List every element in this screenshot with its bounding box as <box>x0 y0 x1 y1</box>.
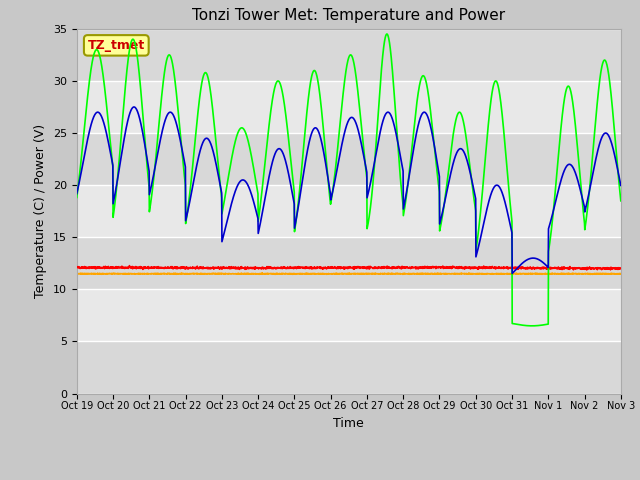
Panel T <box>528 323 536 329</box>
Solar V <box>73 271 81 277</box>
Panel T <box>225 174 232 180</box>
Text: TZ_tmet: TZ_tmet <box>88 39 145 52</box>
Battery V <box>507 264 515 270</box>
Solar V <box>507 271 515 277</box>
Battery V <box>73 264 81 270</box>
Panel T <box>73 194 81 200</box>
Solar V <box>586 272 594 277</box>
Bar <box>77 185 621 237</box>
Air T <box>130 104 138 110</box>
Panel T <box>365 219 372 225</box>
Line: Solar V: Solar V <box>77 273 621 275</box>
Air T <box>507 225 515 231</box>
Y-axis label: Temperature (C) / Power (V): Temperature (C) / Power (V) <box>35 124 47 298</box>
Battery V <box>125 263 133 268</box>
Battery V <box>376 265 384 271</box>
Battery V <box>584 265 592 271</box>
Battery V <box>583 267 591 273</box>
Bar <box>77 289 621 341</box>
Air T <box>508 271 516 276</box>
Battery V <box>365 264 372 270</box>
Air T <box>365 189 372 194</box>
Line: Air T: Air T <box>77 107 621 274</box>
Panel T <box>570 103 577 108</box>
Battery V <box>225 264 232 270</box>
Solar V <box>617 271 625 276</box>
Air T <box>225 212 232 217</box>
X-axis label: Time: Time <box>333 417 364 430</box>
Solar V <box>225 271 232 276</box>
Panel T <box>617 198 625 204</box>
Solar V <box>376 270 384 276</box>
Battery V <box>617 265 625 271</box>
Solar V <box>569 271 577 276</box>
Title: Tonzi Tower Met: Temperature and Power: Tonzi Tower Met: Temperature and Power <box>192 9 506 24</box>
Solar V <box>584 271 592 276</box>
Air T <box>73 191 81 196</box>
Bar <box>77 133 621 185</box>
Battery V <box>569 265 577 271</box>
Bar <box>77 29 621 81</box>
Bar <box>77 341 621 394</box>
Air T <box>570 165 577 171</box>
Air T <box>617 182 625 188</box>
Line: Battery V: Battery V <box>77 265 621 270</box>
Panel T <box>383 31 391 37</box>
Panel T <box>584 199 592 204</box>
Air T <box>584 193 592 199</box>
Line: Panel T: Panel T <box>77 34 621 326</box>
Solar V <box>365 271 372 276</box>
Panel T <box>376 83 384 89</box>
Air T <box>376 128 384 134</box>
Solar V <box>258 270 266 276</box>
Bar <box>77 237 621 289</box>
Panel T <box>507 209 515 215</box>
Bar <box>77 81 621 133</box>
